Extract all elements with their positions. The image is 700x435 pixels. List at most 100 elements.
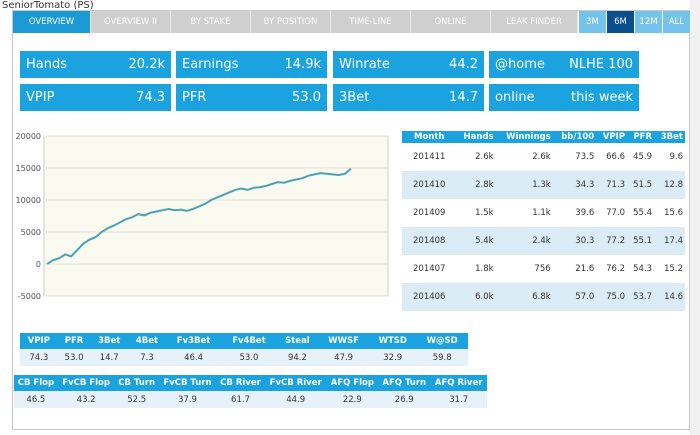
tab-online[interactable]: ONLINE: [411, 11, 491, 33]
cell: 15.2: [654, 255, 685, 283]
col-header: W@SD: [416, 333, 468, 349]
cell: 54.3: [627, 255, 655, 283]
cell: 77.0: [596, 199, 628, 227]
table-row: 201408 5.4k 2.4k 30.3 77.2 55.1 17.4: [402, 227, 685, 255]
cell: 201408: [402, 227, 456, 255]
cell: 77.2: [596, 227, 628, 255]
table-row: 201407 1.8k 756 21.6 76.2 54.3 15.2: [402, 255, 685, 283]
stat-hands: Hands 20.2k: [20, 51, 171, 78]
cell: 73.5: [552, 143, 597, 171]
col-header: PFR: [57, 333, 91, 349]
stat-home: @home NLHE 100: [489, 51, 639, 78]
cell: 17.4: [654, 227, 685, 255]
tab-by-stake[interactable]: BY STAKE: [171, 11, 251, 33]
cell: 1.8k: [455, 255, 496, 283]
col-header: Winnings: [495, 131, 553, 143]
cell: 51.5: [627, 171, 655, 199]
player-title: SeniorTomato (PS): [2, 0, 94, 11]
cell: 31.7: [430, 391, 487, 408]
cell: 14.6: [654, 283, 685, 311]
col-header: AFQ Flop: [326, 375, 379, 391]
col-header: CB Flop: [14, 375, 58, 391]
cell: 26.9: [378, 391, 431, 408]
cell: 1.3k: [495, 171, 553, 199]
range-3m-button[interactable]: 3M: [578, 11, 606, 33]
earnings-chart: 20000 15000 10000 5000 0 -5000: [16, 132, 389, 301]
cell: 201410: [402, 171, 456, 199]
cell: 22.9: [326, 391, 379, 408]
cell: 21.6: [552, 255, 597, 283]
y-tick-label: 15000: [16, 164, 41, 173]
col-header: AFQ River: [430, 375, 487, 391]
cell: 74.3: [20, 349, 58, 366]
col-header: VPIP: [596, 131, 628, 143]
postflop-stats-grid: CB Flop FvCB Flop CB Turn FvCB Turn CB R…: [14, 375, 487, 408]
cell: 2.6k: [455, 143, 496, 171]
stat-pfr: PFR 53.0: [176, 84, 327, 111]
stat-value: this week: [570, 90, 633, 105]
col-header: WWSF: [318, 333, 370, 349]
stat-label: online: [495, 90, 535, 105]
stat-value: NLHE 100: [569, 57, 633, 72]
stat-label: VPIP: [26, 90, 55, 105]
tab-time-line[interactable]: TIME-LINE: [331, 11, 411, 33]
stat-winrate: Winrate 44.2: [333, 51, 484, 78]
stat-label: 3Bet: [339, 90, 370, 105]
stat-label: PFR: [182, 90, 207, 105]
tab-overview-ii[interactable]: OVERVIEW II: [91, 11, 171, 33]
col-header: FvCB Turn: [158, 375, 217, 391]
tab-overview[interactable]: OVERVIEW: [13, 11, 91, 33]
cell: 12.8: [654, 171, 685, 199]
cell: 61.7: [216, 391, 265, 408]
col-header: AFQ Turn: [378, 375, 431, 391]
cell: 15.6: [654, 199, 685, 227]
range-12m-button[interactable]: 12M: [634, 11, 662, 33]
tab-bar: OVERVIEW OVERVIEW II BY STAKE BY POSITIO…: [13, 11, 690, 33]
cell: 2.4k: [495, 227, 553, 255]
tab-leak-finder[interactable]: LEAK FINDER: [491, 11, 578, 33]
y-tick-label: -5000: [18, 292, 41, 301]
cell: 1.5k: [455, 199, 496, 227]
tab-by-position[interactable]: BY POSITION: [251, 11, 331, 33]
cell: 55.4: [627, 199, 655, 227]
cell: 59.8: [416, 349, 468, 366]
col-header: Fv3Bet: [165, 333, 222, 349]
col-header: 4Bet: [128, 333, 166, 349]
stat-value: 20.2k: [128, 57, 165, 72]
range-all-button[interactable]: ALL: [662, 11, 690, 33]
scrollbar[interactable]: [690, 0, 700, 435]
col-header: CB River: [216, 375, 265, 391]
cell: 39.6: [552, 199, 597, 227]
stat-vpip: VPIP 74.3: [20, 84, 171, 111]
stat-value: 14.7: [449, 90, 478, 105]
cell: 46.5: [14, 391, 58, 408]
cell: 55.1: [627, 227, 655, 255]
col-header: Month: [402, 131, 456, 143]
col-header: 3Bet: [654, 131, 685, 143]
col-header: PFR: [627, 131, 655, 143]
chart-plot-area: [43, 135, 389, 297]
earnings-line: [46, 167, 352, 265]
cell: 201407: [402, 255, 456, 283]
stat-value: 53.0: [292, 90, 321, 105]
cell: 9.6: [654, 143, 685, 171]
col-header: FvCB River: [264, 375, 327, 391]
range-6m-button[interactable]: 6M: [606, 11, 634, 33]
cell: 57.0: [552, 283, 597, 311]
cell: 201411: [402, 143, 456, 171]
y-tick-label: 5000: [21, 228, 41, 237]
col-header: FvCB Flop: [57, 375, 115, 391]
cell: 37.9: [158, 391, 217, 408]
col-header: bb/100: [552, 131, 597, 143]
col-header: Fv4Bet: [221, 333, 277, 349]
cell: 52.5: [114, 391, 159, 408]
stat-label: Hands: [26, 57, 68, 72]
stat-3bet: 3Bet 14.7: [333, 84, 484, 111]
cell: 44.9: [264, 391, 327, 408]
cell: 53.0: [221, 349, 277, 366]
table-row: 201410 2.8k 1.3k 34.3 71.3 51.5 12.8: [402, 171, 685, 199]
cell: 2.6k: [495, 143, 553, 171]
cell: 32.9: [369, 349, 417, 366]
cell: 66.6: [596, 143, 628, 171]
cell: 47.9: [318, 349, 370, 366]
